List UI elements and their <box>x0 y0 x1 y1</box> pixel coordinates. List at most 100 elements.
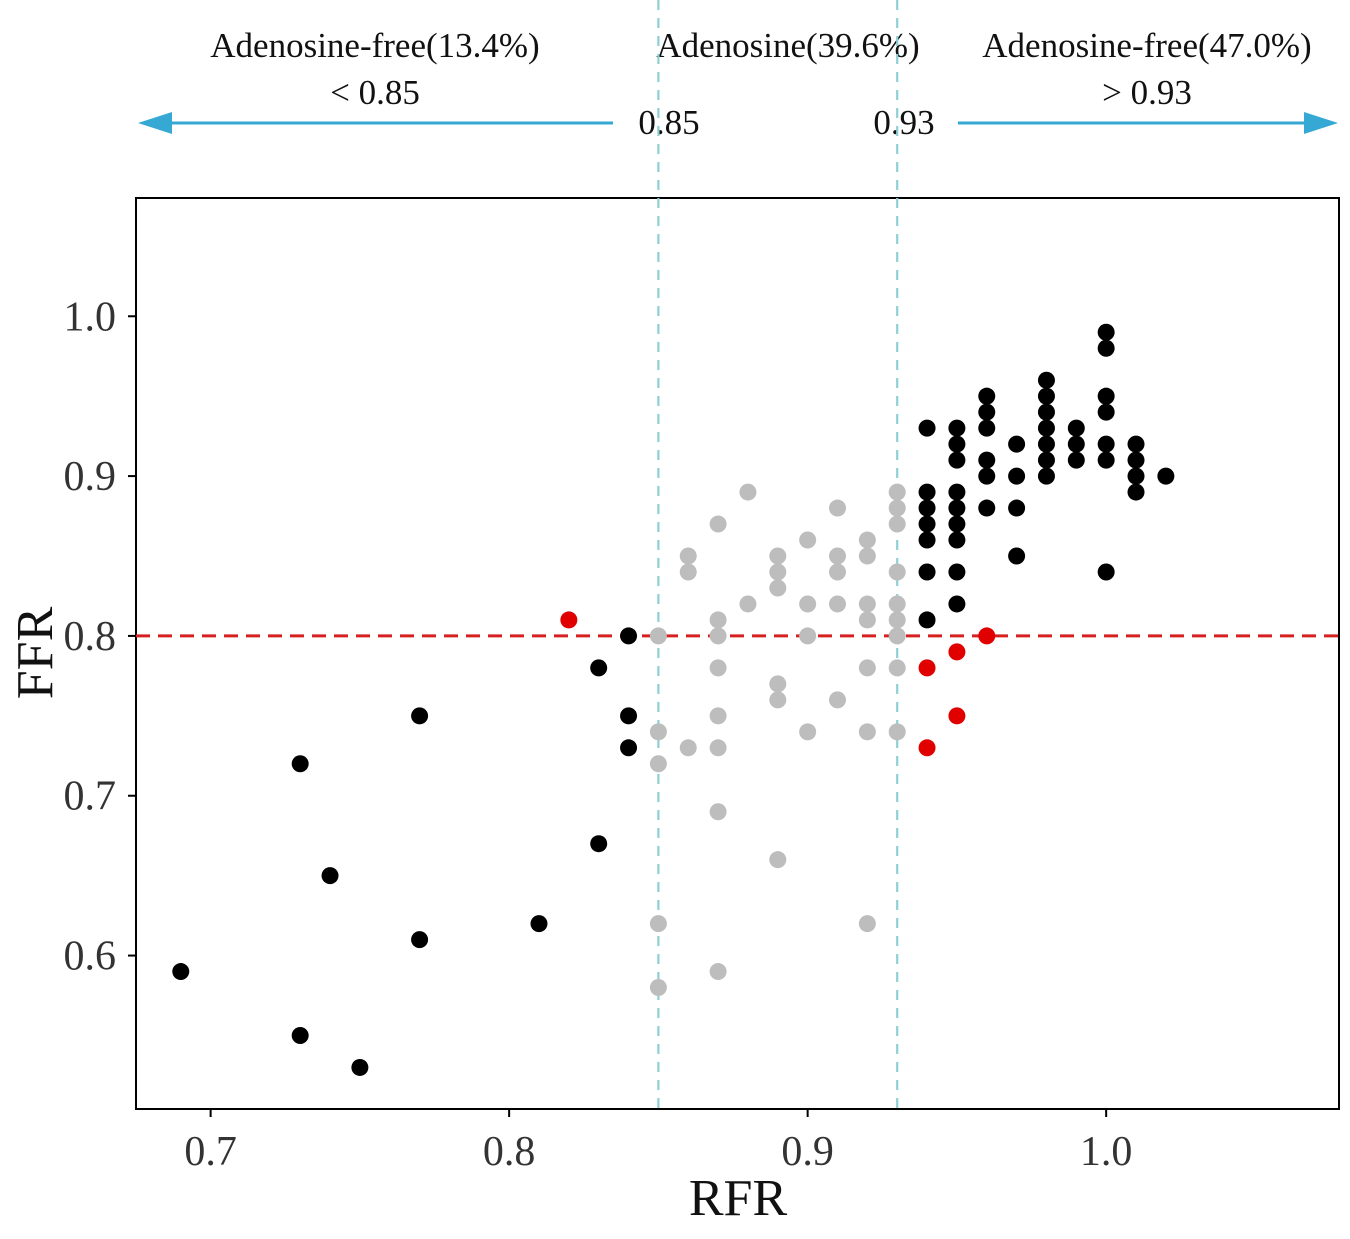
data-point <box>829 547 847 565</box>
data-point <box>769 579 787 597</box>
data-point <box>799 531 817 549</box>
data-points <box>172 323 1175 1076</box>
y-tick-label: 0.7 <box>64 774 117 820</box>
data-point <box>948 563 966 581</box>
data-point <box>948 515 966 533</box>
threshold-label-low: 0.85 <box>638 103 699 142</box>
data-point <box>888 563 906 581</box>
data-point <box>1037 467 1055 485</box>
data-point <box>709 739 727 757</box>
data-point <box>858 915 876 933</box>
data-point <box>978 627 996 645</box>
plot-frame <box>135 197 1340 1110</box>
data-point <box>709 963 727 981</box>
data-point <box>829 499 847 517</box>
data-point <box>1127 467 1145 485</box>
data-point <box>769 691 787 709</box>
data-point <box>918 659 936 677</box>
data-point <box>769 851 787 869</box>
data-point <box>888 483 906 501</box>
data-point <box>918 515 936 533</box>
data-point <box>948 419 966 437</box>
arrow-right <box>958 112 1338 134</box>
reference-lines <box>136 0 1339 1109</box>
data-point <box>888 595 906 613</box>
data-point <box>769 563 787 581</box>
threshold-label-high: 0.93 <box>873 103 934 142</box>
data-point <box>1037 387 1055 405</box>
data-point <box>1097 323 1115 341</box>
data-point <box>829 595 847 613</box>
x-tick-label: 0.9 <box>781 1129 834 1175</box>
y-tick-label: 1.0 <box>64 294 117 340</box>
data-point <box>679 563 697 581</box>
axis-ticks: 0.7 0.8 0.9 1.0 0.6 0.7 0.8 0.9 1.0 <box>64 294 1133 1175</box>
data-point <box>978 451 996 469</box>
series-adenosine-zone <box>649 483 906 997</box>
data-point <box>1127 435 1145 453</box>
data-point <box>918 563 936 581</box>
data-point <box>888 611 906 629</box>
x-tick-label: 1.0 <box>1080 1129 1133 1175</box>
data-point <box>351 1058 369 1076</box>
data-point <box>1067 435 1085 453</box>
data-point <box>649 755 667 773</box>
zone-left-rule: < 0.85 <box>330 73 420 112</box>
data-point <box>1097 435 1115 453</box>
data-point <box>709 515 727 533</box>
data-point <box>948 451 966 469</box>
data-point <box>590 835 608 853</box>
data-point <box>679 547 697 565</box>
y-tick-label: 0.6 <box>64 934 117 980</box>
data-point <box>1097 403 1115 421</box>
data-point <box>709 803 727 821</box>
data-point <box>1037 371 1055 389</box>
data-point <box>1037 419 1055 437</box>
data-point <box>769 547 787 565</box>
x-tick-label: 0.8 <box>483 1129 536 1175</box>
data-point <box>888 627 906 645</box>
data-point <box>948 531 966 549</box>
data-point <box>948 707 966 725</box>
y-tick-label: 0.9 <box>64 454 117 500</box>
data-point <box>1067 419 1085 437</box>
data-point <box>769 675 787 693</box>
data-point <box>1097 563 1115 581</box>
data-point <box>978 403 996 421</box>
data-point <box>918 531 936 549</box>
data-point <box>888 515 906 533</box>
data-point <box>1008 547 1026 565</box>
data-point <box>858 723 876 741</box>
series-discordant <box>560 611 996 757</box>
data-point <box>978 499 996 517</box>
data-point <box>1037 403 1055 421</box>
zone-middle-label: Adenosine(39.6%) <box>656 26 919 65</box>
x-tick-label: 0.7 <box>184 1129 237 1175</box>
data-point <box>709 707 727 725</box>
data-point <box>888 723 906 741</box>
data-point <box>1127 483 1145 501</box>
data-point <box>1097 451 1115 469</box>
data-point <box>739 483 757 501</box>
data-point <box>1157 467 1175 485</box>
zone-right-rule: > 0.93 <box>1102 73 1192 112</box>
data-point <box>829 691 847 709</box>
data-point <box>1127 451 1145 469</box>
data-point <box>948 499 966 517</box>
data-point <box>948 483 966 501</box>
data-point <box>1037 435 1055 453</box>
data-point <box>620 627 638 645</box>
data-point <box>918 611 936 629</box>
data-point <box>918 483 936 501</box>
series-concordant <box>172 323 1175 1076</box>
data-point <box>1067 451 1085 469</box>
data-point <box>649 979 667 997</box>
x-axis-label: RFR <box>689 1170 788 1227</box>
data-point <box>321 867 339 885</box>
data-point <box>858 531 876 549</box>
data-point <box>649 723 667 741</box>
data-point <box>799 627 817 645</box>
data-point <box>709 659 727 677</box>
data-point <box>411 707 429 725</box>
